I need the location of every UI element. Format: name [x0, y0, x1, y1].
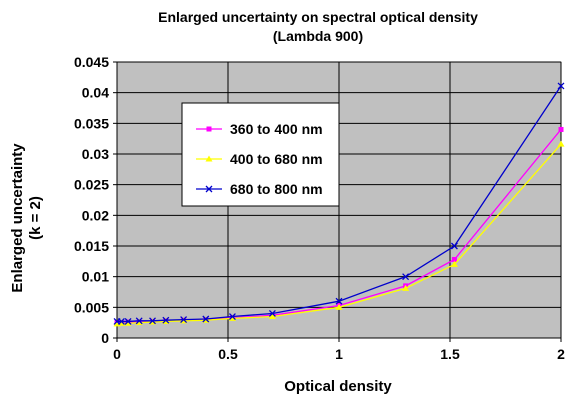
data-point — [557, 140, 565, 147]
legend-marker — [205, 155, 213, 162]
y-tick-label: 0.015 — [74, 238, 109, 254]
data-point — [402, 273, 410, 281]
data-point — [558, 126, 564, 132]
legend-marker — [205, 185, 213, 193]
data-point — [451, 256, 457, 262]
data-point — [202, 315, 210, 323]
y-axis-label-line2: (k = 2) — [27, 196, 44, 240]
y-tick-label: 0.035 — [74, 115, 109, 131]
legend-label: 360 to 400 nm — [230, 121, 323, 137]
y-axis-label: Enlarged uncertainty (k = 2) — [9, 143, 44, 293]
data-point — [268, 313, 276, 320]
x-tick-label: 0 — [113, 346, 121, 362]
series-3 — [113, 82, 565, 325]
legend-marker — [206, 126, 212, 132]
y-tick-label: 0 — [101, 330, 109, 346]
data-point — [135, 317, 143, 325]
x-tick-label: 1.5 — [440, 346, 460, 362]
data-point — [268, 310, 276, 317]
data-point — [450, 260, 458, 267]
data-point — [557, 82, 565, 90]
y-tick-label: 0.025 — [74, 177, 109, 193]
data-point — [228, 313, 236, 320]
data-point — [124, 319, 132, 326]
x-axis-label: Optical density — [284, 378, 392, 395]
y-tick-label: 0.045 — [74, 54, 109, 70]
data-point — [135, 319, 143, 326]
data-point — [335, 297, 343, 305]
y-tick-label: 0.005 — [74, 299, 109, 315]
grid — [116, 61, 562, 339]
y-tick-label: 0.03 — [82, 146, 109, 162]
legend-item: 680 to 800 nm — [196, 181, 323, 197]
y-tick-label: 0.02 — [82, 207, 109, 223]
series-layer — [113, 82, 565, 327]
y-tick-label: 0.04 — [82, 85, 109, 101]
x-axis-ticks: 0 0.5 1 1.5 2 — [113, 338, 565, 362]
x-tick-label: 1 — [335, 346, 343, 362]
legend: 360 to 400 nm 400 to 680 nm 680 to 800 nm — [181, 102, 340, 207]
y-axis-ticks: 0 0.005 0.01 0.015 0.02 0.025 0.03 0.035 0.04 0.0… — [74, 54, 117, 346]
y-tick-label: 0.01 — [82, 269, 109, 285]
data-point — [335, 303, 343, 310]
series-line — [117, 85, 562, 323]
chart-subtitle: (Lambda 900) — [273, 28, 363, 44]
data-point — [228, 314, 236, 321]
chart-title: Enlarged uncertainty on spectral optical… — [158, 9, 478, 25]
data-point — [162, 316, 170, 324]
data-point — [402, 284, 410, 291]
y-axis-label-line1: Enlarged uncertainty — [9, 143, 26, 293]
legend-label: 680 to 800 nm — [230, 181, 323, 197]
data-point — [117, 317, 125, 325]
data-point — [124, 317, 132, 325]
legend-label: 400 to 680 nm — [230, 151, 323, 167]
legend-item: 360 to 400 nm — [196, 121, 323, 137]
data-point — [180, 316, 188, 324]
legend-item: 400 to 680 nm — [196, 151, 323, 167]
x-tick-label: 0.5 — [218, 346, 238, 362]
data-point — [149, 317, 156, 325]
data-point — [450, 242, 458, 250]
x-tick-label: 2 — [557, 346, 565, 362]
